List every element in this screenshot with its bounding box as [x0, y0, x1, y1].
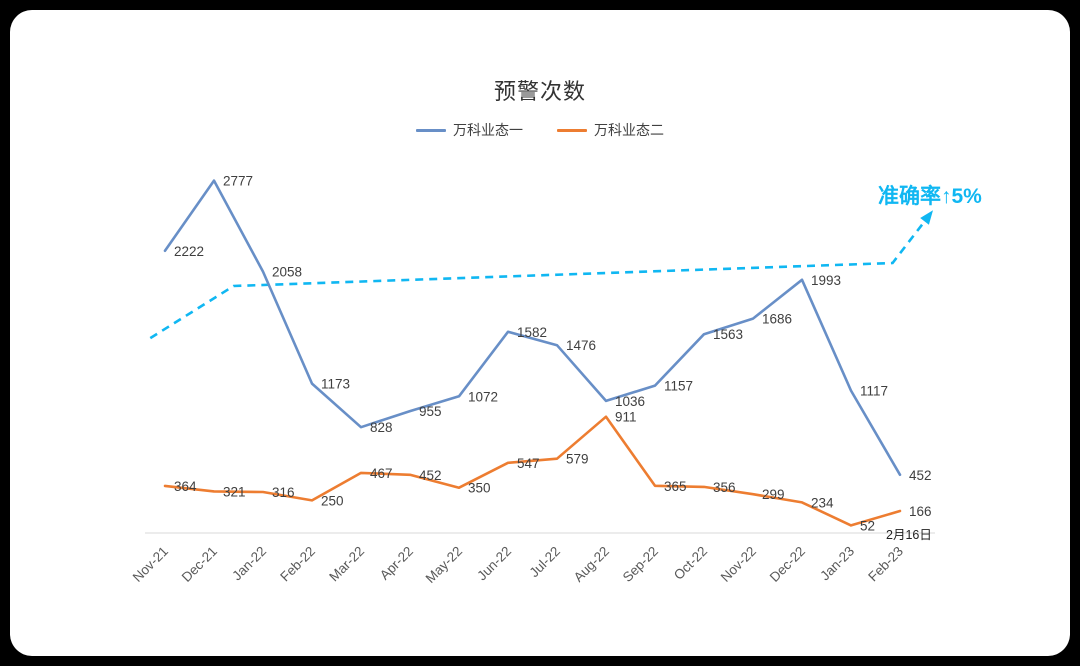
- data-label-series-2: 364: [174, 479, 197, 494]
- x-tick-label: Jan-22: [229, 544, 269, 584]
- data-label-series-2: 166: [909, 504, 932, 519]
- data-label-series-1: 2777: [223, 174, 253, 189]
- data-label-series-2: 547: [517, 456, 540, 471]
- x-tick-label: Feb-22: [277, 544, 318, 585]
- x-tick-label: Jun-22: [474, 544, 514, 584]
- data-label-series-2: 299: [762, 487, 785, 502]
- data-label-series-1: 1563: [713, 327, 743, 342]
- data-label-series-2: 316: [272, 485, 295, 500]
- x-tick-label: Feb-23: [865, 544, 906, 585]
- x-tick-label: Sep-22: [620, 544, 661, 585]
- x-tick-label: Oct-22: [671, 544, 710, 583]
- data-label-series-1: 955: [419, 404, 442, 419]
- data-label-series-1: 2058: [272, 265, 302, 280]
- chart-legend: 万科业态一 万科业态二: [10, 120, 1070, 140]
- chart-title: 预警次数: [493, 79, 586, 104]
- data-label-series-1: 1173: [321, 377, 350, 392]
- data-label-series-1: 1476: [566, 338, 596, 353]
- date-note-label: 2月16日: [886, 528, 932, 542]
- data-label-series-1: 452: [909, 468, 932, 483]
- x-tick-label: May-22: [423, 544, 465, 586]
- legend-label-series-2: 万科业态二: [594, 122, 664, 138]
- data-label-series-1: 1157: [664, 379, 693, 394]
- x-tick-label: Apr-22: [377, 544, 416, 583]
- data-label-series-2: 52: [860, 518, 875, 533]
- data-label-series-1: 2222: [174, 244, 204, 259]
- legend-line-swatch-blue: [416, 128, 446, 132]
- data-label-series-2: 911: [615, 410, 637, 425]
- x-tick-label: Nov-21: [130, 544, 171, 585]
- data-label-series-1: 828: [370, 420, 393, 435]
- x-tick-label: Dec-22: [767, 544, 808, 585]
- x-tick-label: Aug-22: [571, 544, 612, 585]
- data-label-series-1: 1993: [811, 273, 841, 288]
- trend-arrowhead-icon: [920, 210, 933, 225]
- x-tick-label: Nov-22: [718, 544, 759, 585]
- data-label-series-2: 467: [370, 466, 393, 481]
- series-line-1: [163, 179, 902, 477]
- series-line-2: [163, 415, 902, 527]
- data-label-series-2: 250: [321, 493, 344, 508]
- data-label-series-2: 321: [223, 484, 246, 499]
- data-label-series-2: 365: [664, 479, 687, 494]
- data-label-series-2: 356: [713, 480, 736, 495]
- data-label-series-1: 1686: [762, 312, 792, 327]
- data-label-series-1: 1117: [860, 384, 888, 399]
- trend-dashed-line: [149, 217, 929, 340]
- data-label-series-1: 1072: [468, 389, 498, 404]
- data-label-series-2: 452: [419, 468, 442, 483]
- legend-item-series-2: 万科业态二: [557, 120, 664, 140]
- x-tick-label: Dec-21: [179, 544, 220, 585]
- legend-label-series-1: 万科业态一: [453, 122, 523, 138]
- data-label-series-2: 350: [468, 481, 491, 496]
- chart-card: 预警次数 万科业态一 万科业态二: [10, 10, 1070, 656]
- data-label-series-1: 1036: [615, 394, 645, 409]
- x-tick-label: Jul-22: [527, 544, 564, 581]
- data-label-series-2: 234: [811, 495, 834, 510]
- x-tick-label: Jan-23: [817, 544, 857, 584]
- x-tick-label: Mar-22: [326, 544, 367, 585]
- trend-annotation-label: 准确率↑5%: [878, 184, 982, 208]
- legend-item-series-1: 万科业态一: [416, 120, 523, 140]
- legend-line-swatch-orange: [557, 128, 587, 132]
- data-label-series-1: 1582: [517, 325, 547, 340]
- data-label-series-2: 579: [566, 452, 589, 467]
